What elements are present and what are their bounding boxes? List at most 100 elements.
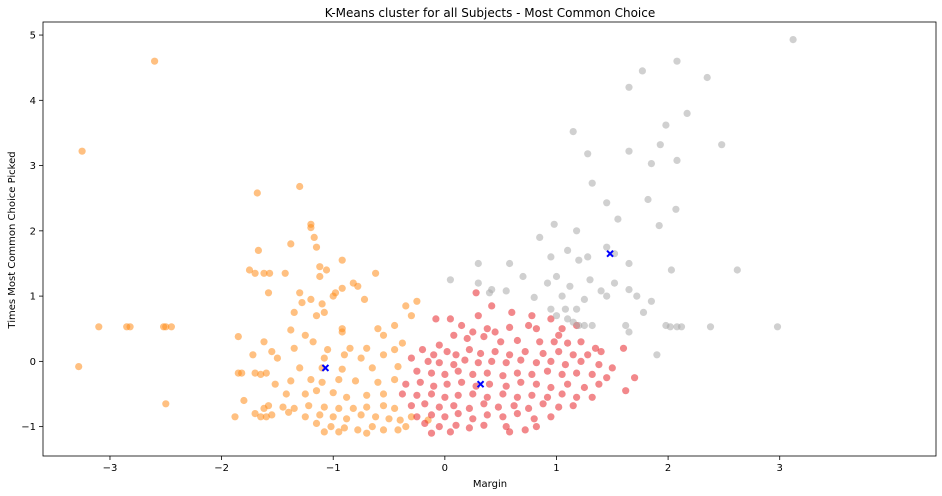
cluster-2-point xyxy=(584,150,592,158)
points-layer xyxy=(75,36,797,437)
cluster-1-point xyxy=(435,403,443,411)
cluster-1-point xyxy=(539,349,547,358)
cluster-1-point xyxy=(631,374,639,382)
cluster-1-point xyxy=(521,426,529,434)
cluster-1-point xyxy=(517,356,525,364)
cluster-0-point xyxy=(264,289,273,297)
cluster-2-point xyxy=(703,73,711,82)
cluster-1-point xyxy=(588,370,596,378)
cluster-2-point xyxy=(610,279,619,287)
cluster-1-point xyxy=(513,393,522,401)
cluster-1-point xyxy=(555,348,563,356)
cluster-1-point xyxy=(513,336,522,345)
cluster-0-point xyxy=(281,269,289,277)
cluster-1-point xyxy=(458,378,466,386)
cluster-1-point xyxy=(588,393,596,401)
cluster-1-point xyxy=(595,361,603,369)
cluster-0-point xyxy=(262,413,270,421)
cluster-0-point xyxy=(253,189,261,197)
chart-title: K-Means cluster for all Subjects - Most … xyxy=(325,6,656,20)
cluster-2-point xyxy=(647,160,656,168)
cluster-1-point xyxy=(474,312,482,320)
cluster-0-point xyxy=(260,338,268,346)
cluster-1-point xyxy=(430,351,438,359)
y-axis: −1 0 1 2 3 4 5 xyxy=(21,31,43,433)
cluster-0-point xyxy=(320,308,328,316)
cluster-2-point xyxy=(575,321,583,330)
cluster-2-point xyxy=(597,287,605,295)
cluster-1-point xyxy=(474,359,482,367)
cluster-0-point xyxy=(346,344,354,352)
cluster-1-point xyxy=(469,328,477,336)
cluster-1-point xyxy=(513,410,522,418)
cluster-2-point xyxy=(580,295,589,303)
cluster-1-point xyxy=(555,331,563,339)
cluster-2-point xyxy=(550,220,558,228)
cluster-2-point xyxy=(558,292,566,300)
cluster-0-point xyxy=(312,312,321,320)
x-axis-label: Margin xyxy=(473,479,507,490)
cluster-2-point xyxy=(639,308,648,316)
cluster-0-point xyxy=(338,328,346,336)
centroid-marker xyxy=(606,249,614,258)
cluster-1-point xyxy=(558,370,566,378)
cluster-1-point xyxy=(547,315,555,323)
cluster-2-point xyxy=(706,323,715,331)
cluster-1-point xyxy=(597,348,605,356)
cluster-2-point xyxy=(584,253,592,261)
cluster-0-point xyxy=(379,390,388,398)
cluster-1-point xyxy=(508,308,516,316)
cluster-1-point xyxy=(569,351,577,359)
cluster-0-point xyxy=(335,428,343,436)
cluster-1-point xyxy=(532,423,541,431)
cluster-2-point xyxy=(506,259,514,268)
cluster-0-point xyxy=(402,302,410,310)
cluster-1-point xyxy=(525,404,533,412)
cluster-2-point xyxy=(485,289,494,297)
cluster-1-point xyxy=(413,413,421,421)
cluster-1-point xyxy=(584,351,592,359)
cluster-0-point xyxy=(357,354,365,362)
cluster-2-point xyxy=(647,297,656,305)
cluster-1-point xyxy=(480,400,488,408)
cluster-1-point xyxy=(446,428,454,436)
cluster-1-point xyxy=(591,344,600,352)
cluster-1-point xyxy=(528,312,536,320)
cluster-0-point xyxy=(391,404,399,412)
cluster-1-point xyxy=(458,321,466,330)
cluster-2-point xyxy=(656,141,664,149)
cluster-1-point xyxy=(547,413,555,421)
cluster-0-point xyxy=(316,272,324,281)
cluster-0-point xyxy=(385,415,393,423)
cluster-1-point xyxy=(530,415,538,423)
y-axis-label: Times Most Common Choice Picked xyxy=(7,151,18,329)
cluster-0-point xyxy=(240,396,248,405)
cluster-0-point xyxy=(368,423,376,431)
cluster-0-point xyxy=(322,266,331,274)
cluster-1-point xyxy=(465,424,473,432)
cluster-1-point xyxy=(454,391,462,399)
cluster-0-point xyxy=(271,380,279,388)
cluster-0-point xyxy=(379,351,388,359)
cluster-1-point xyxy=(413,367,421,375)
cluster-1-point xyxy=(532,359,541,367)
cluster-0-point xyxy=(324,346,332,354)
cluster-2-point xyxy=(547,253,555,261)
cluster-1-point xyxy=(510,402,518,410)
cluster-0-point xyxy=(268,348,276,356)
cluster-1-point xyxy=(517,378,525,386)
cluster-0-point xyxy=(357,411,365,419)
cluster-0-point xyxy=(329,389,337,397)
cluster-1-point xyxy=(480,421,488,429)
cluster-0-point xyxy=(251,410,259,418)
cluster-1-point xyxy=(499,390,507,398)
cluster-2-point xyxy=(575,256,583,264)
cluster-0-point xyxy=(316,263,324,271)
cluster-0-point xyxy=(307,295,315,303)
cluster-2-point xyxy=(655,222,663,230)
y-tick-label: 4 xyxy=(30,96,36,107)
cluster-2-point xyxy=(569,128,577,136)
cluster-2-point xyxy=(625,259,633,268)
cluster-2-point xyxy=(588,179,596,187)
cluster-1-point xyxy=(443,380,451,388)
